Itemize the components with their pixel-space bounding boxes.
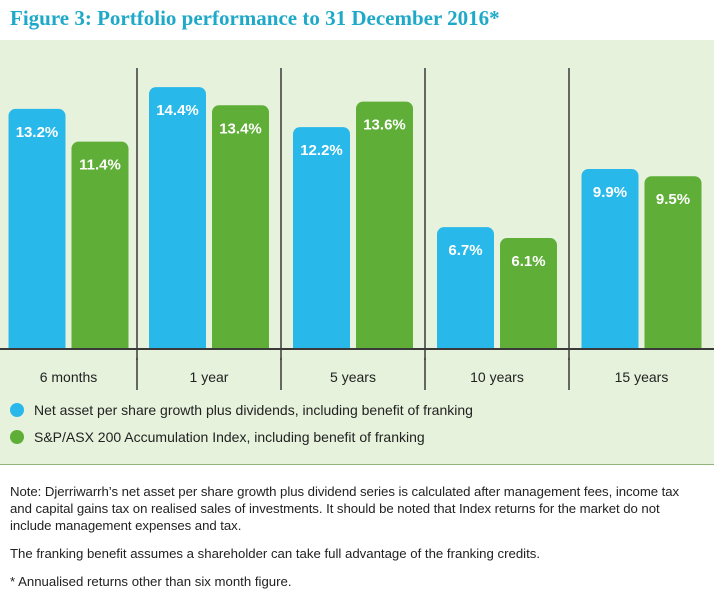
category-label-4: 15 years bbox=[615, 369, 669, 385]
bar-index-2 bbox=[356, 101, 413, 356]
legend-label-index: S&P/ASX 200 Accumulation Index, includin… bbox=[34, 429, 425, 445]
data-label-index-2: 13.6% bbox=[363, 117, 406, 134]
category-label-3: 10 years bbox=[470, 369, 524, 385]
data-label-nta-3: 6.7% bbox=[448, 242, 482, 259]
category-label-1: 1 year bbox=[190, 369, 229, 385]
annualised-footnote: * Annualised returns other than six mont… bbox=[10, 574, 292, 589]
data-label-nta-0: 13.2% bbox=[16, 124, 59, 141]
chart-title: Figure 3: Portfolio performance to 31 De… bbox=[10, 6, 500, 30]
category-label-0: 6 months bbox=[40, 369, 98, 385]
legend-swatch-index bbox=[10, 430, 24, 444]
data-label-index-1: 13.4% bbox=[219, 120, 262, 137]
notes-panel: Note: Djerriwarrh’s net asset per share … bbox=[0, 465, 714, 616]
franking-note: The franking benefit assumes a sharehold… bbox=[10, 546, 541, 561]
chart-panel: 13.2% 11.4% 6 months 14.4% 13.4% 1 year 12.2% 1… bbox=[0, 40, 714, 464]
bar-index-0 bbox=[71, 141, 129, 355]
bar-nta-1 bbox=[149, 87, 206, 355]
data-label-index-0: 11.4% bbox=[79, 157, 121, 174]
data-label-index-3: 6.1% bbox=[511, 253, 545, 270]
methodology-note: Note: Djerriwarrh’s net asset per share … bbox=[10, 484, 680, 533]
panel-divider bbox=[0, 464, 714, 465]
bar-nta-3 bbox=[437, 227, 494, 355]
legend-label-nta: Net asset per share growth plus dividend… bbox=[34, 402, 473, 418]
data-label-nta-2: 12.2% bbox=[300, 142, 343, 159]
data-label-nta-4: 9.9% bbox=[593, 184, 627, 201]
category-label-2: 5 years bbox=[330, 369, 376, 385]
legend-swatch-nta bbox=[10, 403, 24, 417]
legend-item-nta: Net asset per share growth plus dividend… bbox=[10, 399, 473, 421]
bar-chart: 13.2% 11.4% 6 months 14.4% 13.4% 1 year 12.2% 1… bbox=[0, 68, 714, 390]
bar-index-4 bbox=[644, 176, 702, 355]
bar-nta-2 bbox=[293, 127, 350, 355]
data-label-nta-1: 14.4% bbox=[156, 102, 199, 119]
bar-nta-4 bbox=[581, 168, 639, 355]
data-label-index-4: 9.5% bbox=[656, 191, 690, 208]
legend-item-index: S&P/ASX 200 Accumulation Index, includin… bbox=[10, 426, 425, 448]
bar-index-1 bbox=[212, 105, 269, 355]
bar-nta-0 bbox=[8, 108, 66, 355]
baseline-mask bbox=[0, 350, 714, 358]
bar-index-3 bbox=[500, 238, 557, 355]
